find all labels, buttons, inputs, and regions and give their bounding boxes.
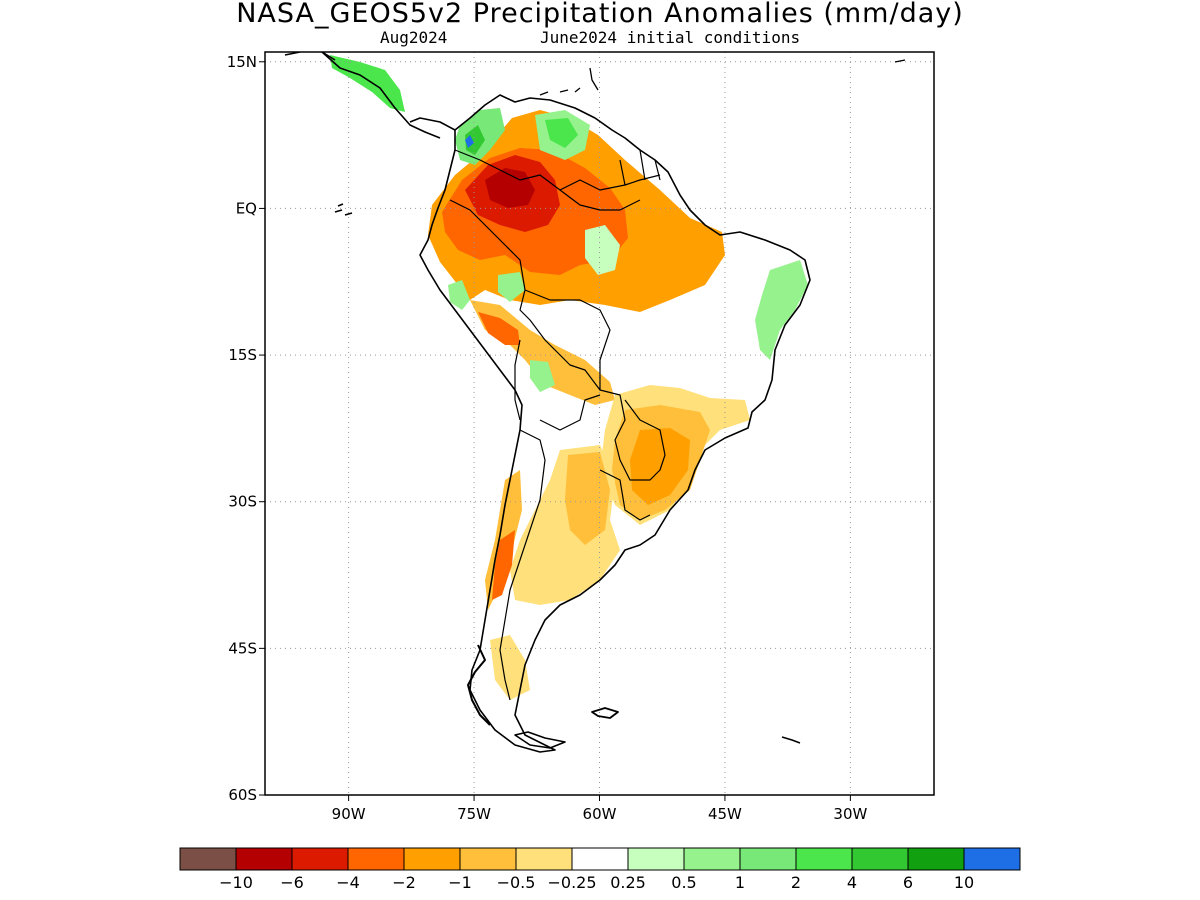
colorbar-label: −6 xyxy=(280,873,304,892)
anomaly-dark-south-brazil xyxy=(630,428,690,505)
coastlines xyxy=(284,52,906,753)
anomaly-green-amazon xyxy=(585,225,620,275)
south-georgia xyxy=(781,736,801,744)
lat-label: 60S xyxy=(228,786,257,804)
caribbean-islands xyxy=(539,59,906,96)
colorbar-swatch xyxy=(627,847,685,871)
colorbar-label: 0.5 xyxy=(671,873,696,892)
colorbar-label: −1 xyxy=(448,873,472,892)
colorbar-swatch xyxy=(459,847,517,871)
colorbar-label: −2 xyxy=(392,873,416,892)
colorbar-swatch xyxy=(795,847,853,871)
colorbar-swatch xyxy=(179,847,237,871)
falkland-islands xyxy=(591,707,619,719)
lon-label: 30W xyxy=(833,805,867,823)
map-title: NASA_GEOS5v2 Precipitation Anomalies (mm… xyxy=(236,0,964,29)
anomaly-andes-core xyxy=(478,312,520,345)
country-borders xyxy=(449,149,666,701)
anomaly-green-peru xyxy=(448,280,470,310)
colorbar-label: 1 xyxy=(735,873,745,892)
chile-islands xyxy=(467,644,491,726)
longitude-labels: 90W 75W 60W 45W 30W xyxy=(332,795,868,823)
initial-conditions: June2024 initial conditions xyxy=(540,28,801,47)
colorbar-labels: −10 −6 −4 −2 −1 −0.5 −0.25 0.25 0.5 1 2 4 6 10 xyxy=(219,873,974,892)
colorbar xyxy=(179,847,1021,871)
latitude-labels: 15N EQ 15S 30S 45S 60S xyxy=(227,53,265,804)
anomaly-green-colombia-dark xyxy=(465,125,485,155)
colorbar-label: −0.25 xyxy=(547,873,596,892)
lon-label: 90W xyxy=(332,805,366,823)
colorbar-swatch xyxy=(403,847,461,871)
anomaly-green-bolivia xyxy=(530,360,555,392)
lat-label: EQ xyxy=(236,199,257,217)
anomaly-chile-red xyxy=(492,530,515,600)
colorbar-swatch xyxy=(963,847,1021,871)
colorbar-swatch xyxy=(907,847,965,871)
lat-label: 15S xyxy=(228,346,257,364)
lon-label: 60W xyxy=(583,805,617,823)
lat-label: 15N xyxy=(227,53,257,71)
colorbar-swatch xyxy=(683,847,741,871)
lat-label: 45S xyxy=(228,639,257,657)
anomaly-green-ecuador-coast xyxy=(498,272,525,302)
colorbar-swatch xyxy=(235,847,293,871)
anomaly-fields xyxy=(330,55,808,700)
anomaly-blue-spot xyxy=(465,135,474,148)
central-america-coast xyxy=(284,52,456,139)
lon-label: 75W xyxy=(457,805,491,823)
colorbar-label: −10 xyxy=(219,873,253,892)
lon-label: 45W xyxy=(708,805,742,823)
colorbar-swatch xyxy=(851,847,909,871)
anomaly-darkred-core xyxy=(485,168,535,208)
colorbar-swatch xyxy=(515,847,573,871)
colorbar-swatch xyxy=(347,847,405,871)
anomaly-green-central-america xyxy=(330,55,405,112)
lat-label: 30S xyxy=(228,493,257,511)
colorbar-swatch xyxy=(739,847,797,871)
forecast-month: Aug2024 xyxy=(380,28,448,47)
galapagos-islands xyxy=(334,203,353,216)
south-america-coast xyxy=(419,94,811,753)
anomaly-argentina-orange xyxy=(565,452,610,545)
anomaly-green-venezuela-dark xyxy=(545,118,578,148)
colorbar-swatch xyxy=(291,847,349,871)
tierra-del-fuego xyxy=(514,731,566,749)
colorbar-label: 4 xyxy=(847,873,857,892)
colorbar-label: −4 xyxy=(336,873,360,892)
colorbar-label: 6 xyxy=(903,873,913,892)
anomaly-green-northeast-brazil xyxy=(755,260,808,360)
colorbar-swatch xyxy=(571,847,629,871)
colorbar-label: 2 xyxy=(791,873,801,892)
colorbar-label: −0.5 xyxy=(497,873,536,892)
colorbar-label: 10 xyxy=(954,873,974,892)
colorbar-label: 0.25 xyxy=(610,873,646,892)
